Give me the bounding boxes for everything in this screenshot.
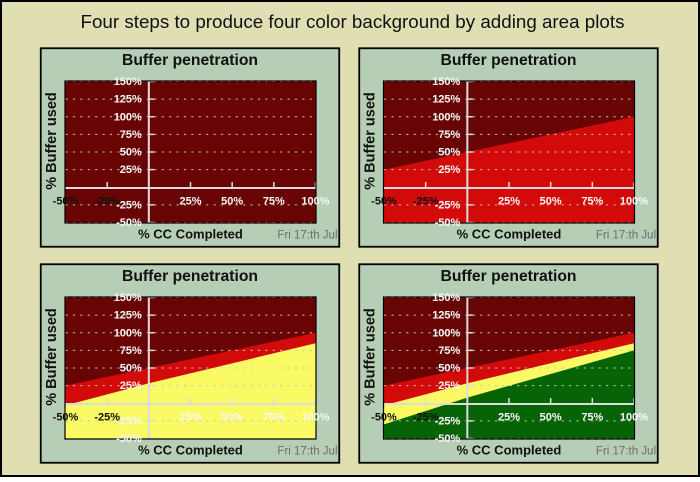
svg-text:50%: 50% [221,411,243,423]
svg-text:75%: 75% [263,195,285,207]
svg-text:125%: 125% [432,310,460,322]
svg-text:100%: 100% [432,111,460,123]
svg-text:50%: 50% [540,195,562,207]
svg-text:% Buffer used: % Buffer used [363,92,379,190]
svg-text:150%: 150% [114,292,142,304]
svg-text:Fri 17:th Jul: Fri 17:th Jul [277,446,337,458]
svg-text:-50%: -50% [435,217,461,229]
svg-text:% CC Completed: % CC Completed [138,443,243,458]
svg-text:Buffer penetration: Buffer penetration [441,52,577,69]
svg-text:150%: 150% [432,292,460,304]
svg-text:25%: 25% [498,411,520,423]
svg-text:50%: 50% [120,147,142,159]
svg-text:% CC Completed: % CC Completed [138,227,243,242]
svg-text:25%: 25% [179,195,201,207]
svg-text:50%: 50% [120,363,142,375]
svg-text:% CC Completed: % CC Completed [457,227,562,242]
svg-text:75%: 75% [120,129,142,141]
svg-text:25%: 25% [438,380,460,392]
svg-text:100%: 100% [620,195,648,207]
svg-text:-25%: -25% [116,199,142,211]
svg-text:75%: 75% [581,411,603,423]
svg-text:-50%: -50% [53,195,79,207]
svg-text:Buffer penetration: Buffer penetration [122,268,258,285]
svg-text:-50%: -50% [435,433,461,445]
svg-text:50%: 50% [438,147,460,159]
svg-text:100%: 100% [301,195,329,207]
svg-text:% Buffer used: % Buffer used [363,308,379,406]
svg-text:-50%: -50% [371,195,397,207]
svg-text:25%: 25% [498,195,520,207]
svg-text:-25%: -25% [94,195,120,207]
svg-text:50%: 50% [438,363,460,375]
svg-text:100%: 100% [620,411,648,423]
svg-text:25%: 25% [120,164,142,176]
svg-text:75%: 75% [438,129,460,141]
svg-text:50%: 50% [221,195,243,207]
svg-text:25%: 25% [179,411,201,423]
svg-text:125%: 125% [114,94,142,106]
svg-text:Four steps to produce four col: Four steps to produce four color backgro… [81,11,625,32]
svg-text:-25%: -25% [413,411,439,423]
svg-text:25%: 25% [120,380,142,392]
svg-text:-25%: -25% [116,415,142,427]
svg-text:125%: 125% [114,310,142,322]
svg-text:-25%: -25% [435,199,461,211]
svg-text:75%: 75% [263,411,285,423]
svg-text:-25%: -25% [413,195,439,207]
svg-text:100%: 100% [301,411,329,423]
svg-text:-50%: -50% [371,411,397,423]
svg-text:Buffer penetration: Buffer penetration [441,268,577,285]
svg-text:25%: 25% [438,164,460,176]
svg-text:100%: 100% [432,327,460,339]
svg-text:-50%: -50% [116,433,142,445]
svg-text:-50%: -50% [53,411,79,423]
svg-text:-50%: -50% [116,217,142,229]
svg-text:75%: 75% [120,345,142,357]
svg-text:-25%: -25% [435,415,461,427]
svg-text:75%: 75% [438,345,460,357]
svg-text:% Buffer used: % Buffer used [44,308,60,406]
svg-text:% CC Completed: % CC Completed [457,443,562,458]
svg-text:Fri 17:th Jul: Fri 17:th Jul [596,230,656,242]
svg-text:150%: 150% [432,76,460,88]
svg-text:50%: 50% [540,411,562,423]
svg-text:75%: 75% [581,195,603,207]
svg-text:150%: 150% [114,76,142,88]
svg-text:100%: 100% [114,111,142,123]
svg-text:% Buffer used: % Buffer used [44,92,60,190]
svg-text:Fri 17:th Jul: Fri 17:th Jul [596,446,656,458]
svg-text:100%: 100% [114,327,142,339]
svg-text:Fri 17:th Jul: Fri 17:th Jul [277,230,337,242]
svg-text:Buffer penetration: Buffer penetration [122,52,258,69]
svg-text:-25%: -25% [94,411,120,423]
svg-text:125%: 125% [432,94,460,106]
